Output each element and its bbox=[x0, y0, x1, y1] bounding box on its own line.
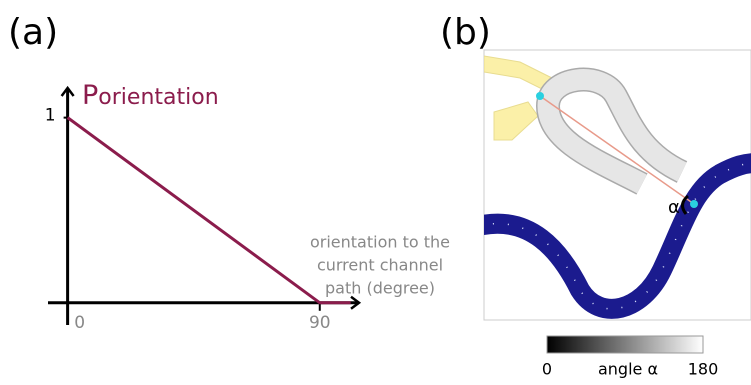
point bbox=[536, 92, 544, 100]
x-axis-label: path (degree) bbox=[325, 279, 435, 298]
colorbar bbox=[546, 335, 704, 354]
current-channel bbox=[484, 153, 751, 319]
point bbox=[690, 200, 698, 208]
direction-line bbox=[539, 95, 695, 205]
x-axis-label: current channel bbox=[317, 256, 443, 275]
colorbar-max: 180 bbox=[688, 360, 719, 379]
x-tick-label: 0 bbox=[74, 313, 85, 333]
channel-gray bbox=[537, 69, 687, 194]
x-axis-arrow bbox=[350, 295, 362, 310]
panel-label: (b) bbox=[440, 12, 491, 53]
channel-yellow bbox=[493, 101, 539, 141]
x-axis-label: orientation to the bbox=[310, 233, 450, 252]
panel-label: (a) bbox=[8, 12, 58, 53]
y-axis-label: Porientation bbox=[82, 80, 219, 111]
y-axis-arrow bbox=[60, 85, 75, 97]
angle-label: α bbox=[668, 197, 680, 218]
channel-illustration: α bbox=[483, 49, 751, 321]
line bbox=[66, 116, 351, 305]
colorbar-min: 0 bbox=[542, 360, 552, 379]
colorbar-label: angle α bbox=[598, 360, 658, 379]
angle-arc bbox=[681, 194, 689, 215]
y-tick-label: 1 bbox=[45, 106, 56, 126]
x-tick-label: 90 bbox=[309, 313, 331, 333]
